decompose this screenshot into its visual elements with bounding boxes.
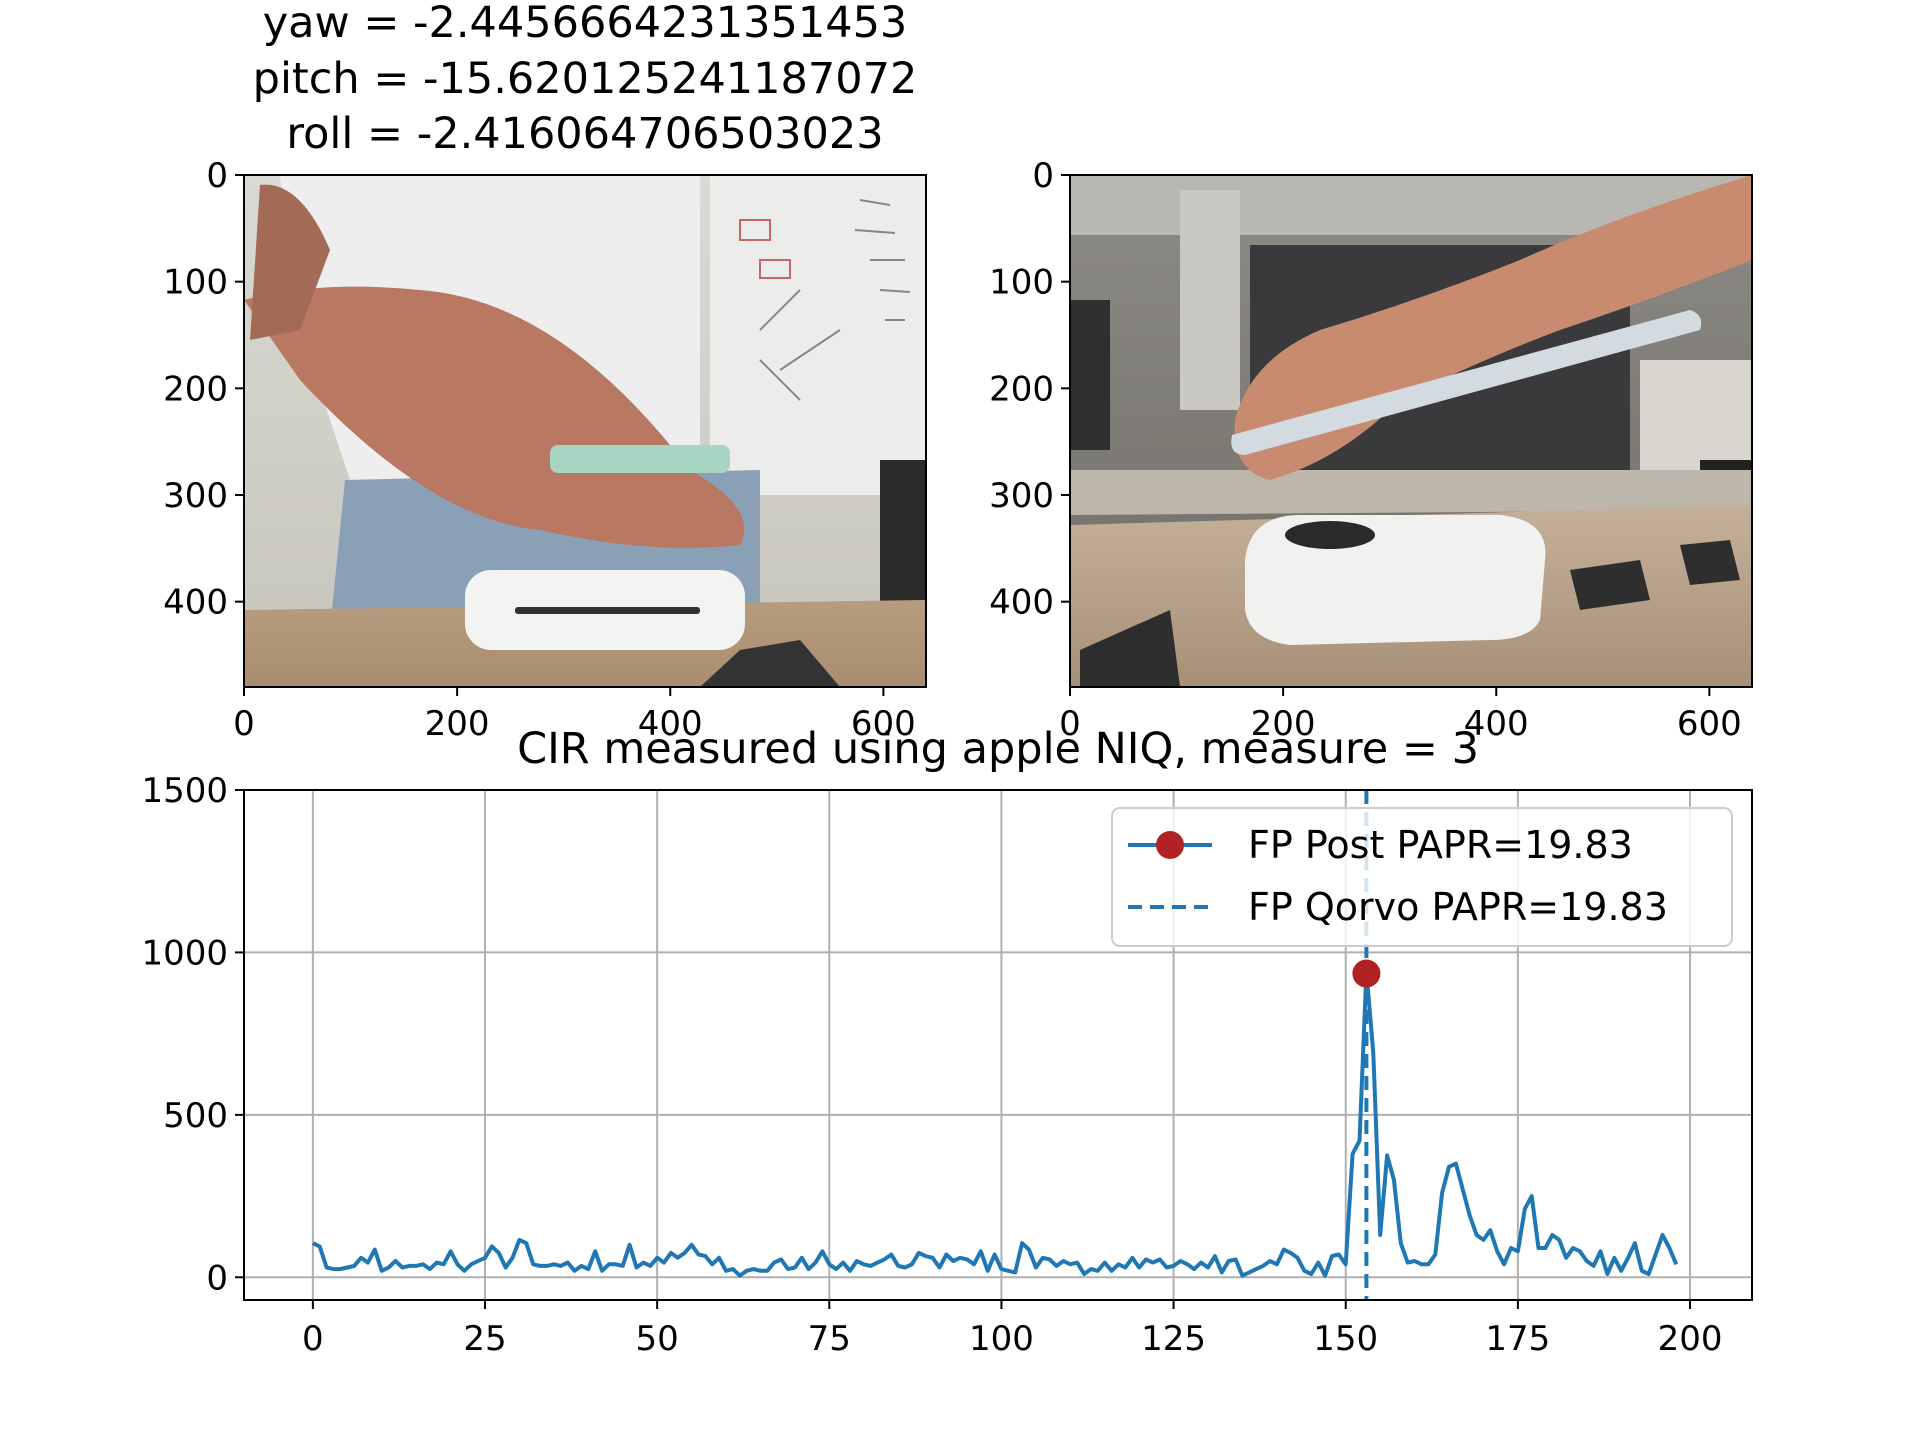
- chart-title: CIR measured using apple NIQ, measure = …: [517, 724, 1479, 774]
- image-y-tick-label: 400: [163, 583, 228, 623]
- whiteboard-shape: [710, 175, 926, 495]
- image-y-tick-label: 200: [163, 369, 228, 409]
- image-y-tick-label: 100: [989, 263, 1054, 303]
- right-image-frame: [1069, 174, 1753, 688]
- image-y-tick-label: 400: [989, 583, 1054, 623]
- chart-x-tick-label: 150: [1313, 1319, 1378, 1359]
- image-x-tick-label: 600: [851, 704, 916, 744]
- image-x-tick-label: 600: [1677, 704, 1742, 744]
- legend-box: [1111, 807, 1733, 947]
- pose-title-pitch: pitch = -15.620125241187072: [253, 54, 918, 104]
- right-image-axes: 0 200 400 600 0 100 200 300 400: [989, 156, 1742, 744]
- chart-x-tick-label: 100: [969, 1319, 1034, 1359]
- image-y-tick-label: 0: [206, 156, 228, 196]
- chart-x-tick-label: 125: [1141, 1319, 1206, 1359]
- chart-y-tick-label: 0: [206, 1258, 228, 1298]
- left-photo: [244, 175, 926, 687]
- chart-x-tick-label: 0: [302, 1319, 324, 1359]
- left-image-axes: 0 200 400 600 0 100 200 300 400: [163, 156, 916, 744]
- image-x-tick-label: 0: [233, 704, 255, 744]
- chart-y-tick-label: 1500: [141, 771, 228, 811]
- left-image-frame: [243, 174, 927, 688]
- image-y-tick-label: 0: [1032, 156, 1054, 196]
- right-photo: [1070, 175, 1752, 687]
- image-y-tick-label: 300: [989, 476, 1054, 516]
- chart-x-tick-label: 25: [463, 1319, 506, 1359]
- image-x-tick-label: 0: [1059, 704, 1081, 744]
- image-y-tick-label: 200: [989, 369, 1054, 409]
- chart-ticks: 0 25 50 75 100 125 150 175 200 0 500 1000 1500: [141, 771, 1722, 1359]
- fp-post-marker-point: [1352, 959, 1381, 988]
- image-x-tick-label: 400: [1464, 704, 1529, 744]
- image-y-tick-label: 300: [163, 476, 228, 516]
- chart-y-tick-label: 1000: [141, 933, 228, 973]
- chart-frame: [243, 789, 1753, 1301]
- chart-x-tick-label: 75: [808, 1319, 851, 1359]
- chart-y-tick-label: 500: [163, 1096, 228, 1136]
- legend-label-fp-post: FP Post PAPR=19.83: [1248, 823, 1633, 867]
- cir-series-line-fp-post: [312, 969, 1679, 1278]
- legend-marker-fp-post: [1156, 831, 1184, 859]
- pose-title-yaw: yaw = -2.4456664231351453: [263, 0, 908, 48]
- chart-x-tick-label: 50: [636, 1319, 679, 1359]
- image-x-tick-label: 200: [1251, 704, 1316, 744]
- image-y-tick-label: 100: [163, 263, 228, 303]
- pose-title-roll: roll = -2.416064706503023: [286, 109, 883, 159]
- image-x-tick-label: 400: [638, 704, 703, 744]
- chart-x-tick-label: 175: [1485, 1319, 1550, 1359]
- image-x-tick-label: 200: [425, 704, 490, 744]
- legend-label-fp-qorvo: FP Qorvo PAPR=19.83: [1248, 885, 1668, 929]
- chart-x-tick-label: 200: [1658, 1319, 1723, 1359]
- chart-marks: [312, 790, 1679, 1300]
- chart-legend: FP Post PAPR=19.83 FP Qorvo PAPR=19.83: [1111, 807, 1733, 947]
